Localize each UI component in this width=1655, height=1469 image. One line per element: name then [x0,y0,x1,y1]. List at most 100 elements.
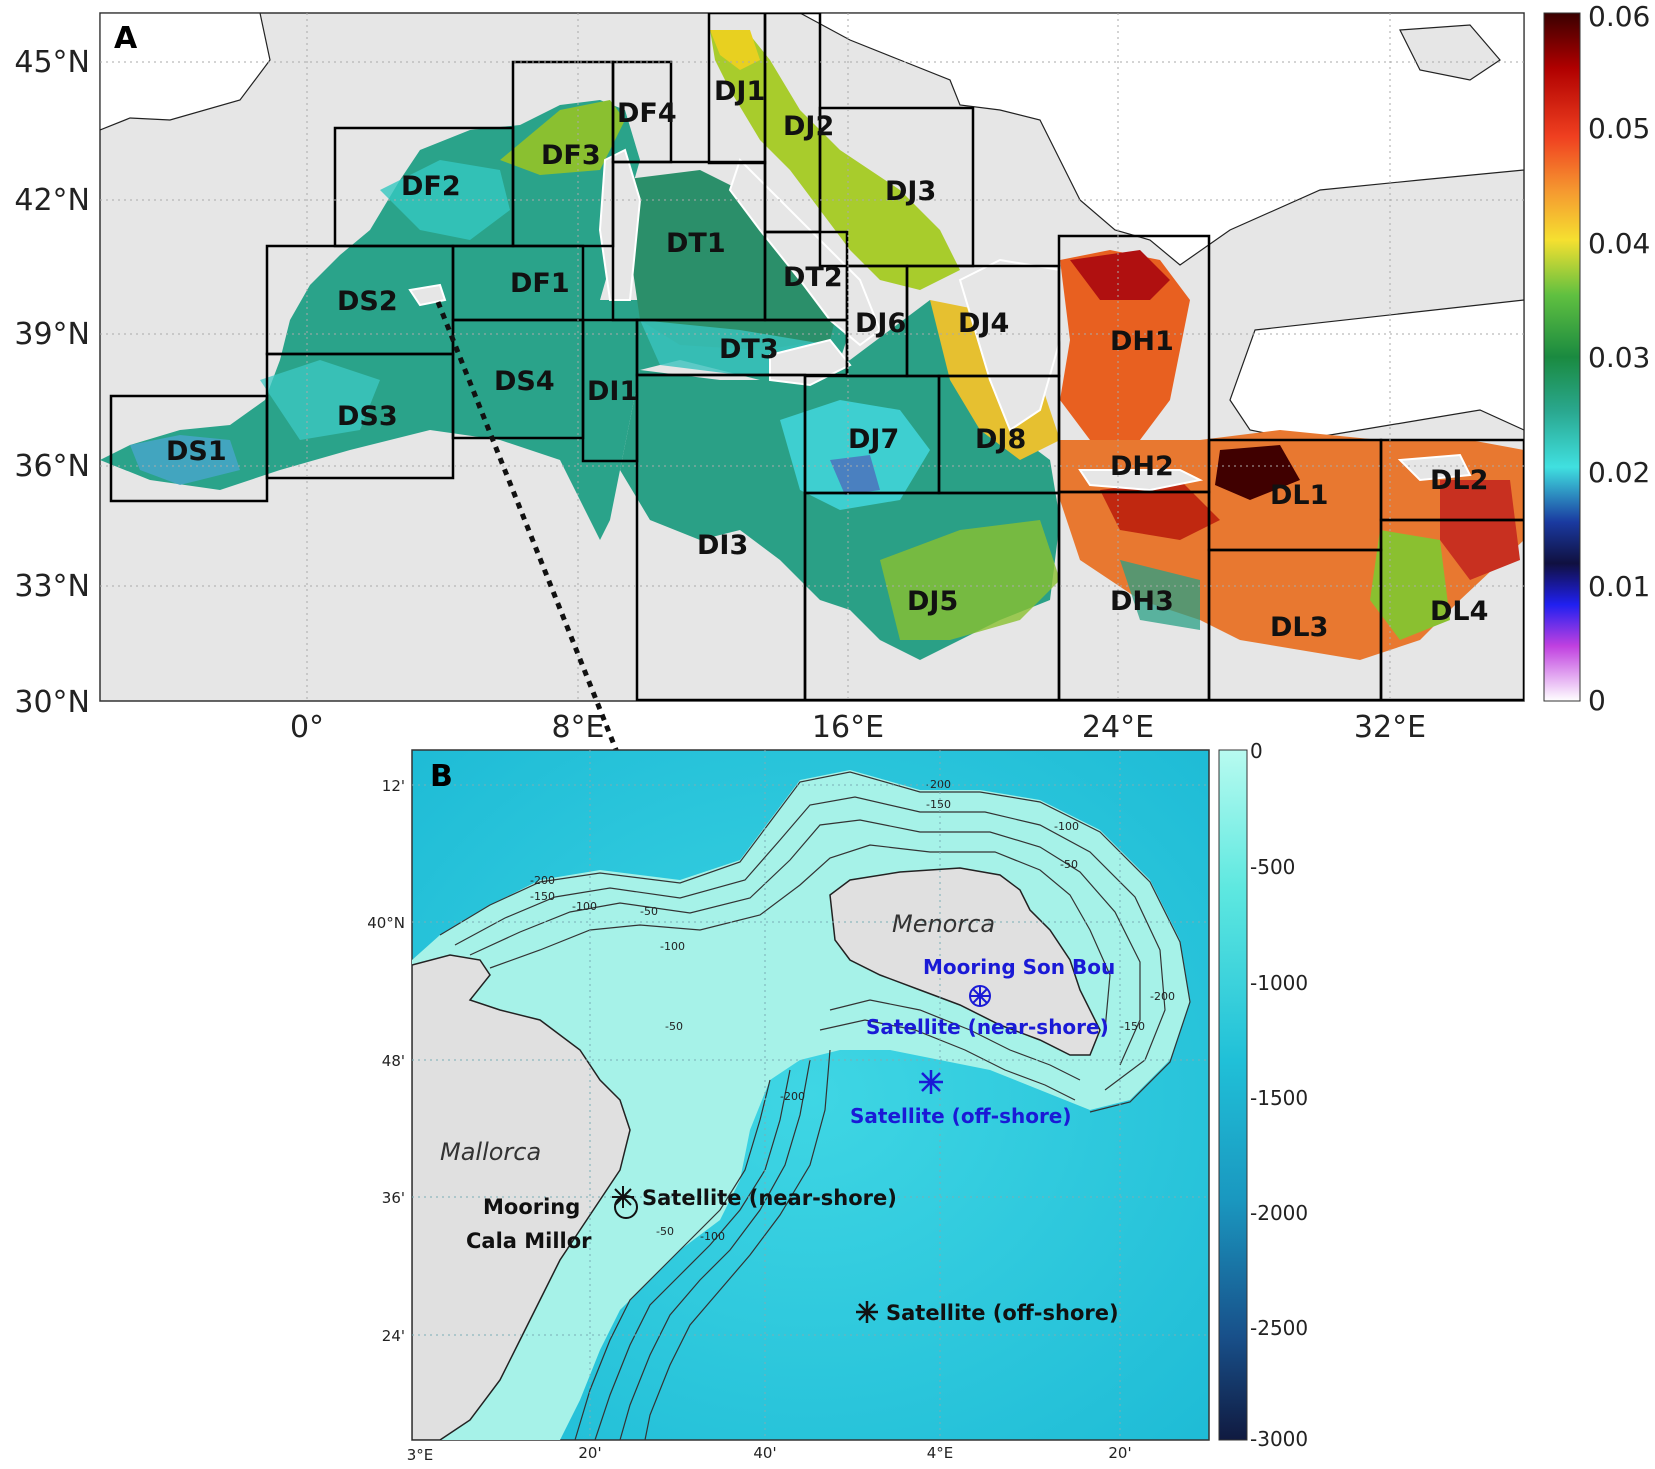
lon-tick: 20' [1108,1444,1131,1462]
region-label: DL3 [1270,612,1328,643]
ionian-deep-water [830,455,880,495]
contour-label: -150 [530,890,555,903]
contour-label: -100 [1054,820,1079,833]
mooring-cala-millor-label-line2: Cala Millor [466,1229,592,1253]
lat-tick: 48' [382,1052,405,1070]
region-label: DJ4 [958,308,1009,339]
lat-tick: 40°N [367,914,405,932]
contour-label: -150 [1120,1020,1145,1033]
colorbar-tick: 0.05 [1588,112,1650,145]
lon-tick: 4°E [927,1444,954,1462]
mallorca-label: Mallorca [440,1138,541,1166]
lat-tick: 12' [382,777,405,795]
contour-label: -50 [1060,858,1078,871]
contour-label: -50 [665,1020,683,1033]
region-label: DJ8 [975,424,1026,455]
menorca-land [829,867,1101,1056]
site-son-bou: Mooring Son Bou Satellite (near-shore) S… [850,955,1115,1128]
lon-tick: 24°E [1082,710,1154,745]
aegean-north-water [1070,250,1170,300]
region-label: DJ5 [907,586,958,617]
libya-shelf-water [880,520,1060,640]
balearic [408,283,447,307]
lat-tick: 42°N [14,183,90,218]
region-label: DS3 [337,401,398,432]
region-label: DL1 [1270,480,1328,511]
nile-delta-water [1370,530,1450,640]
region-label: DH1 [1110,326,1174,357]
satellite-near-menorca-label: Satellite (near-shore) [866,1015,1109,1039]
colorbar-a [1543,12,1581,702]
panel-b-map: -200 -150 -100 -50 -200 -150 -100 -50 -2… [412,750,1209,1440]
region-label: DJ3 [885,176,936,207]
contour-label: -100 [660,940,685,953]
contour-label: -200 [530,874,555,887]
satellite-off-menorca-label: Satellite (off-shore) [850,1104,1072,1128]
region-label: DF3 [541,140,601,171]
italy [728,158,882,347]
bathymetry-contours [439,771,1191,1440]
region-label: DH3 [1110,586,1174,617]
lon-tick: 16°E [812,710,884,745]
alboran-water [130,435,240,485]
contour-label: -150 [926,798,951,811]
region-label: DL2 [1430,465,1488,496]
panel-b-label: B [430,759,453,794]
region-label: DF4 [617,98,677,129]
contour-label: -100 [572,900,597,913]
satellite-near-marker [970,986,990,1006]
ligurian-water [500,100,625,175]
region-label: DL4 [1430,596,1488,627]
panel-b-gridlines [412,750,1209,1440]
gulf-of-lion-water [380,160,510,240]
mooring-cala-millor-label: Mooring [483,1195,580,1219]
contour-label: -100 [700,1230,725,1243]
panel-b-lon-ticks: 3°E 20' 40' 4°E 20' [407,1444,1132,1464]
contour-label: -200 [926,778,951,791]
contour-label: -200 [780,1090,805,1103]
contour-label: -200 [1150,990,1175,1003]
region-label: DF1 [510,268,570,299]
contour-label: -50 [656,1225,674,1238]
corsica-sardinia [598,148,642,301]
lat-tick: 36' [382,1189,405,1207]
colorbar-b [1218,749,1248,1441]
region-label: DS1 [166,436,227,467]
lon-tick: 0° [290,710,324,745]
lat-tick: 36°N [14,449,90,484]
region-label: DF2 [401,171,461,202]
menorca-label: Menorca [892,910,995,938]
colorbar-tick: -2000 [1250,1201,1308,1225]
alboran-east-water [260,360,380,440]
colorbar-tick: 0 [1250,739,1263,763]
site-cala-millor: Satellite (near-shore) Mooring Cala Mill… [466,1186,1119,1325]
panel-a-label: A [114,21,138,56]
colorbar-tick: 0 [1588,684,1606,717]
panel-b: -200 -150 -100 -50 -200 -150 -100 -50 -2… [367,739,1308,1464]
colorbar-tick: 0.01 [1588,570,1650,603]
aegean-water [1060,250,1190,440]
panel-a: DJ1 DJ2 DF4 DF3 DF2 DJ3 DT1 DT2 DF1 DS2 … [14,0,1650,745]
region-label: DS2 [337,286,398,317]
colorbar-tick: -3000 [1250,1427,1308,1451]
black-sea-edge [1399,24,1501,81]
region-label: DJ1 [714,76,765,107]
region-label: DI1 [587,376,638,407]
adriatic-water [710,30,960,290]
colorbar-tick: 0.06 [1588,0,1650,33]
colorbar-tick: -1500 [1250,1086,1308,1110]
satellite-near-mallorca-marker [612,1186,634,1208]
rhodes-gyre-water [1215,445,1300,500]
panel-a-lon-ticks: 0° 8°E 16°E 24°E 32°E [290,710,1426,745]
colorbar-tick: -1000 [1250,971,1308,995]
region-label: DT1 [666,228,726,259]
satellite-near-mallorca-label: Satellite (near-shore) [642,1186,897,1210]
region-label: DJ6 [855,308,906,339]
region-label: DJ2 [783,111,834,142]
lon-tick: 20' [578,1444,601,1462]
lat-tick: 33°N [14,569,90,604]
mooring-son-bou-label: Mooring Son Bou [923,955,1115,979]
region-label: DT3 [719,334,779,365]
cretan-water [1100,480,1220,540]
region-label: DJ7 [848,424,899,455]
